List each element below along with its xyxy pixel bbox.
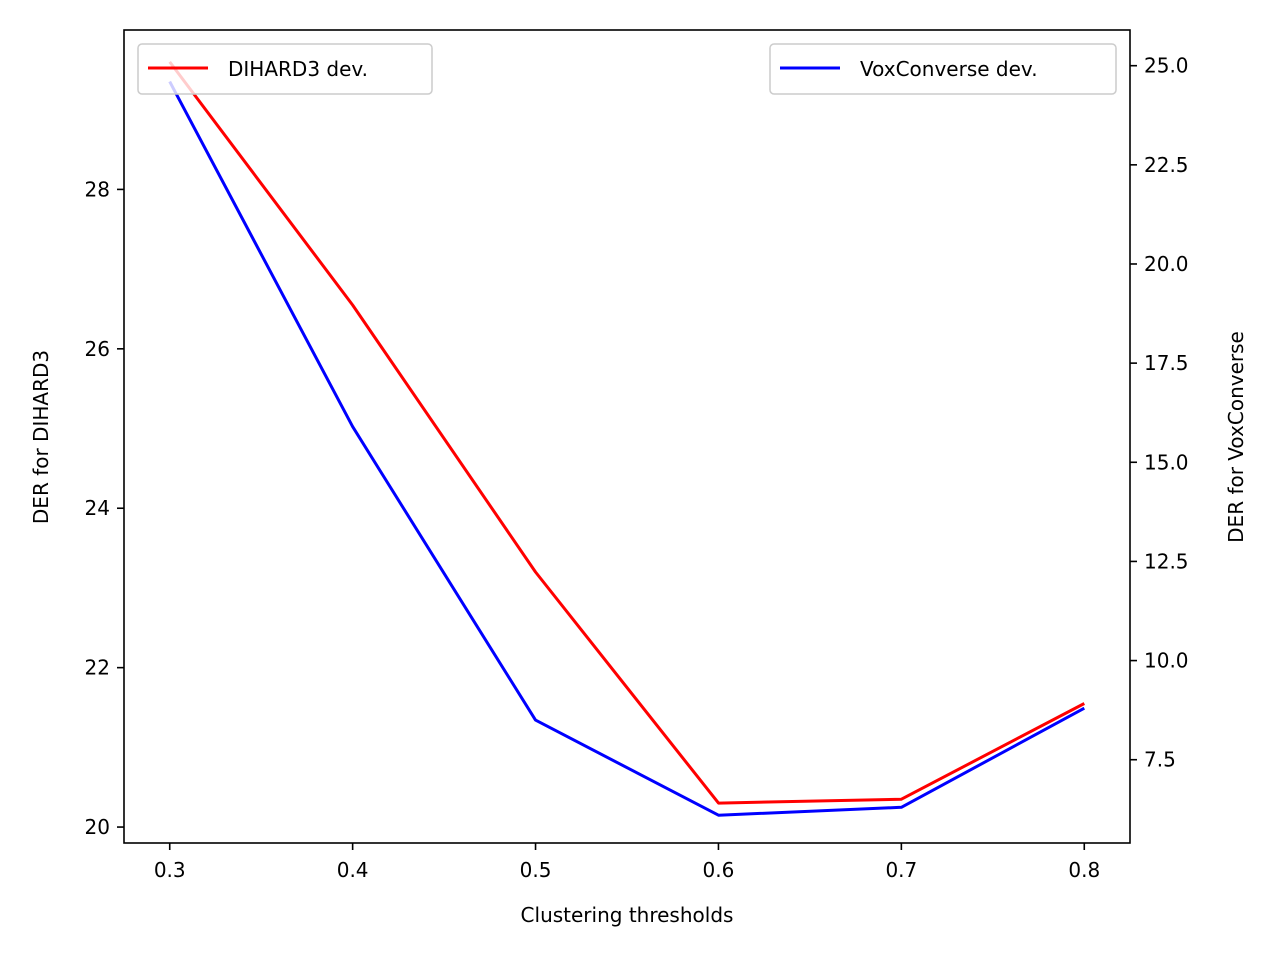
right-axis-ticks: 7.5 10.0 12.5 15.0 17.5 20.0 22.5 25.0	[1130, 54, 1189, 772]
legend-dihard3: DIHARD3 dev.	[137, 43, 433, 95]
legend-box	[137, 43, 433, 95]
legend-box	[769, 43, 1117, 95]
right-tick-label: 22.5	[1144, 153, 1189, 177]
plot-area	[124, 30, 1130, 843]
legend-label-dihard3: DIHARD3 dev.	[228, 57, 368, 81]
left-tick-label: 20	[85, 815, 110, 839]
right-tick-label: 15.0	[1144, 450, 1189, 474]
right-tick-label: 25.0	[1144, 54, 1189, 78]
right-tick-label: 7.5	[1144, 748, 1176, 772]
x-tick-label: 0.5	[520, 858, 552, 882]
series-line-dihard3-dev	[168, 60, 1085, 805]
left-tick-label: 28	[85, 177, 110, 201]
right-tick-label: 10.0	[1144, 649, 1189, 673]
left-axis-label: DER for DIHARD3	[29, 350, 53, 524]
legend-label-voxconverse: VoxConverse dev.	[860, 57, 1038, 81]
left-tick-label: 22	[85, 656, 110, 680]
x-tick-label: 0.4	[337, 858, 369, 882]
legend-voxconverse: VoxConverse dev.	[769, 43, 1117, 95]
x-tick-label: 0.6	[703, 858, 735, 882]
right-axis-label: DER for VoxConverse	[1224, 331, 1248, 543]
right-tick-label: 12.5	[1144, 549, 1189, 573]
x-tick-label: 0.3	[154, 858, 186, 882]
x-tick-label: 0.7	[885, 858, 917, 882]
x-tick-label: 0.8	[1068, 858, 1100, 882]
x-axis-ticks: 0.3 0.4 0.5 0.6 0.7 0.8	[154, 843, 1100, 882]
series-line-voxconverse-dev	[168, 80, 1086, 817]
right-tick-label: 17.5	[1144, 351, 1189, 375]
x-axis-label: Clustering thresholds	[521, 903, 734, 927]
left-tick-label: 24	[85, 496, 110, 520]
left-tick-label: 26	[85, 337, 110, 361]
right-tick-label: 20.0	[1144, 252, 1189, 276]
plot-frame	[123, 29, 1131, 844]
left-axis-ticks: 20 22 24 26 28	[85, 177, 124, 839]
